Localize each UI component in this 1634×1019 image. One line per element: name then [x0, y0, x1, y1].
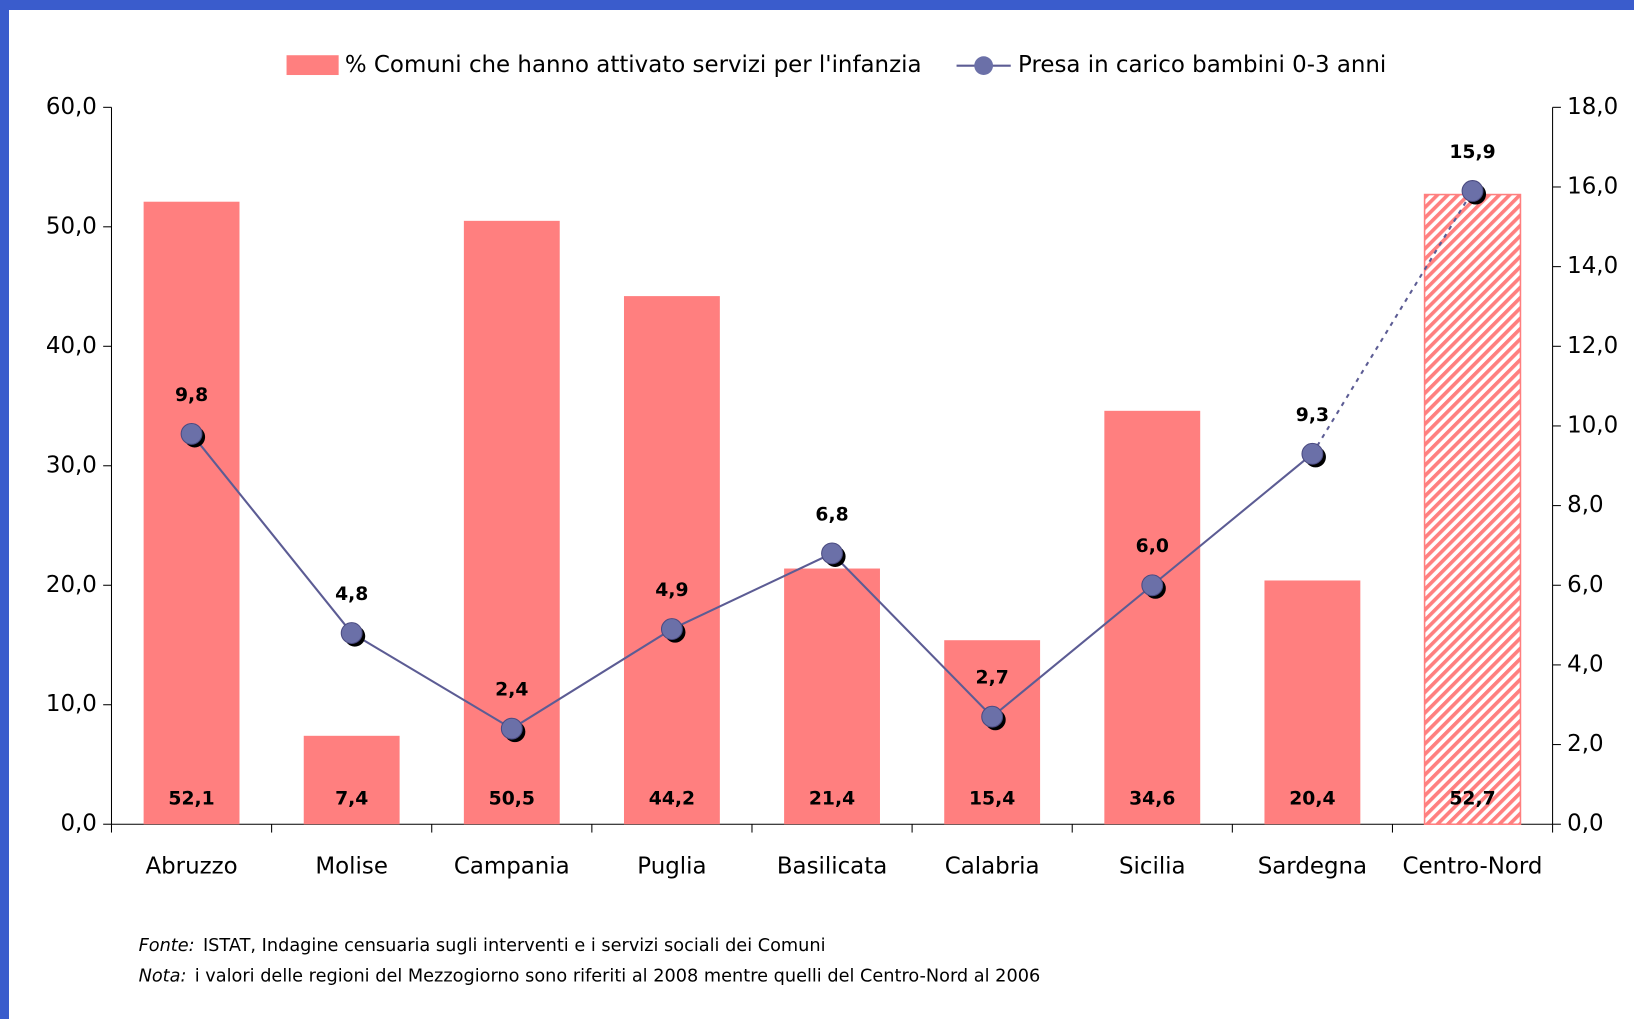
- marker: [660, 618, 683, 641]
- footnote: Nota: i valori delle regioni del Mezzogio…: [139, 966, 1041, 986]
- y-tick-label: 50,0: [46, 213, 97, 239]
- line-value-label: 2,4: [495, 680, 528, 701]
- bar-value-label: 34,6: [1129, 789, 1175, 810]
- marker: [1141, 574, 1164, 597]
- line-value-label: 4,8: [335, 584, 368, 605]
- line-value-label: 6,8: [815, 504, 848, 525]
- line-dashed: [1311, 190, 1474, 455]
- marker: [340, 622, 363, 644]
- footnote-text: ISTAT, Indagine censuaria sugli interven…: [203, 936, 826, 956]
- y-tick-label: 30,0: [46, 452, 97, 478]
- footnote-label: Nota:: [139, 966, 187, 986]
- y2-tick-label: 10,0: [1567, 412, 1618, 438]
- line-value-label: 15,9: [1449, 142, 1495, 163]
- y2-tick-label: 8,0: [1567, 492, 1603, 518]
- bar-value-label: 7,4: [335, 789, 368, 810]
- bar-value-label: 20,4: [1289, 789, 1335, 810]
- x-tick-label: Molise: [315, 853, 388, 879]
- x-tick-label: Basilicata: [777, 853, 887, 879]
- bar-value-label: 50,5: [489, 789, 535, 810]
- frame-top: [0, 0, 1634, 10]
- y2-tick-label: 0,0: [1567, 811, 1603, 837]
- frame-left: [0, 0, 9, 1019]
- legend-marker: [974, 56, 994, 76]
- y-tick-label: 60,0: [46, 94, 97, 120]
- y-tick-label: 0,0: [60, 811, 96, 837]
- bar-value-label: 15,4: [969, 789, 1015, 810]
- footnote-text: i valori delle regioni del Mezzogiorno s…: [195, 966, 1040, 986]
- line-value-label: 4,9: [655, 580, 688, 601]
- line: [190, 433, 1314, 730]
- bar: [143, 201, 240, 825]
- x-tick-label: Centro-Nord: [1403, 853, 1543, 879]
- legend-label: Presa in carico bambini 0-3 anni: [1018, 52, 1386, 78]
- y-tick-label: 10,0: [46, 691, 97, 717]
- plot: 0,0 10,0 20,0 30,0 40,0 50,0 60,0 0,0 2,0 4,0 6,0 8…: [46, 52, 1618, 986]
- marker: [1461, 180, 1484, 202]
- x-tick-label: Calabria: [945, 853, 1040, 879]
- y2-tick-label: 4,0: [1567, 651, 1603, 677]
- legend-label: % Comuni che hanno attivato servizi per …: [345, 52, 922, 78]
- y2-tick-label: 6,0: [1567, 572, 1603, 598]
- x-tick-label: Puglia: [637, 853, 706, 879]
- y2-tick-label: 18,0: [1567, 94, 1618, 120]
- line-value-label: 9,3: [1296, 405, 1329, 426]
- bar: [944, 640, 1041, 825]
- bar-value-label: 44,2: [649, 789, 695, 810]
- y2-tick-label: 12,0: [1567, 333, 1618, 359]
- y2-tick-label: 16,0: [1567, 173, 1618, 199]
- x-tick-label: Campania: [454, 853, 570, 879]
- y-tick-label: 40,0: [46, 333, 97, 359]
- bar: [784, 568, 880, 825]
- y2-tick-label: 14,0: [1567, 253, 1618, 279]
- x-tick-label: Sicilia: [1119, 853, 1186, 879]
- footnote: Fonte: ISTAT, Indagine censuaria sugli in…: [139, 936, 826, 956]
- x-tick-label: Abruzzo: [145, 853, 237, 879]
- bar: [623, 296, 720, 825]
- bar-value-label: 52,7: [1449, 789, 1495, 810]
- bar: [1423, 193, 1522, 826]
- bar-value-label: 21,4: [809, 789, 855, 810]
- bar: [303, 735, 400, 825]
- footnote-label: Fonte:: [139, 936, 195, 956]
- marker: [180, 422, 203, 445]
- y2-tick-label: 2,0: [1567, 731, 1603, 757]
- bar-value-label: 52,1: [168, 789, 214, 810]
- y-tick-label: 20,0: [46, 572, 97, 598]
- marker: [821, 542, 843, 565]
- legend-swatch: [286, 55, 339, 76]
- x-tick-label: Sardegna: [1258, 853, 1367, 879]
- bar: [1264, 580, 1361, 825]
- marker: [1301, 442, 1324, 465]
- bar: [1104, 410, 1201, 825]
- marker: [500, 717, 523, 740]
- line-value-label: 2,7: [976, 668, 1009, 689]
- marker: [981, 705, 1004, 728]
- line-value-label: 9,8: [175, 385, 208, 406]
- line-value-label: 6,0: [1136, 536, 1169, 557]
